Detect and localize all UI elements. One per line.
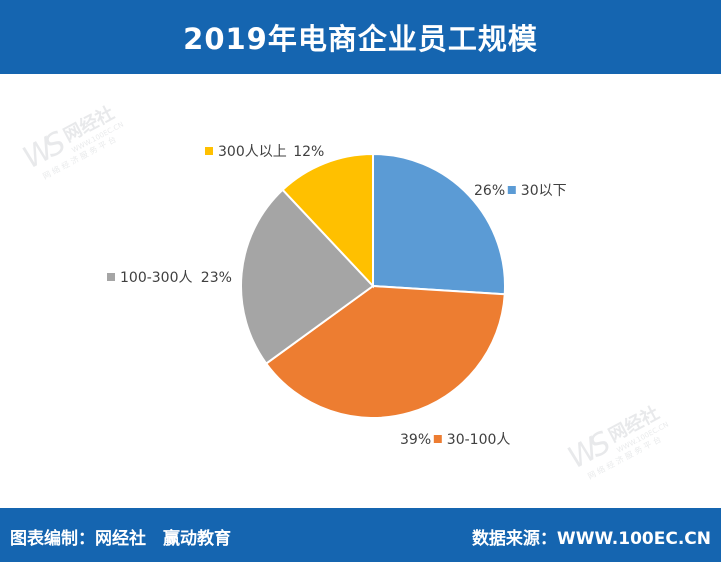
slice-percent-label: 23% xyxy=(201,270,232,286)
slice-label-1: 26% 30以下 xyxy=(474,183,567,199)
chart-title: 2019年电商企业员工规模 xyxy=(183,22,538,56)
watermark-logo-top: W S 网经社 WWW.100EC.CN 网 络 经 济 服 务 平 台 xyxy=(17,102,125,181)
slice-category-label: 100-300人 xyxy=(120,270,193,286)
pie-chart: W S 网经社 WWW.100EC.CN 网 络 经 济 服 务 平 台 W S… xyxy=(17,102,670,481)
footer-source: 数据来源：WWW.100EC.CN xyxy=(471,529,711,549)
footer-credit: 图表编制：网经社 赢动教育 xyxy=(10,529,231,549)
pie-slice-4 xyxy=(281,152,374,289)
plot-area: W S 网经社 WWW.100EC.CN 网 络 经 济 服 务 平 台 W S… xyxy=(0,74,721,508)
legend-swatch xyxy=(205,147,213,155)
slice-percent-label: 26% xyxy=(474,183,505,199)
title-bar: 2019年电商企业员工规模 xyxy=(0,0,721,74)
pie-slice-3 xyxy=(240,188,375,365)
footer-bar: 图表编制：网经社 赢动教育 数据来源：WWW.100EC.CN xyxy=(0,508,721,562)
watermark-logo-bottom: W S 网经社 WWW.100EC.CN 网 络 经 济 服 务 平 台 xyxy=(562,402,670,481)
pie-slice-2 xyxy=(264,284,506,419)
slice-category-label: 30以下 xyxy=(521,183,567,199)
legend-swatch xyxy=(433,435,442,443)
slice-label-2: 39% 30-100人 xyxy=(400,432,510,448)
slice-category-label: 300人以上 xyxy=(218,144,287,160)
slice-category-label: 30-100人 xyxy=(447,432,511,448)
pie-slice-1 xyxy=(372,152,506,296)
legend-swatch xyxy=(507,186,516,194)
slice-label-4: 300人以上 12% xyxy=(205,144,324,160)
slice-percent-label: 39% xyxy=(400,432,431,448)
legend-swatch xyxy=(107,273,115,281)
slice-percent-label: 12% xyxy=(293,144,324,160)
slice-label-3: 100-300人 23% xyxy=(107,270,232,286)
